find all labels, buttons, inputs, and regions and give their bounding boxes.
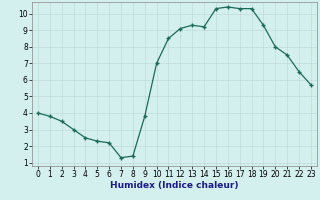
X-axis label: Humidex (Indice chaleur): Humidex (Indice chaleur) [110, 181, 239, 190]
